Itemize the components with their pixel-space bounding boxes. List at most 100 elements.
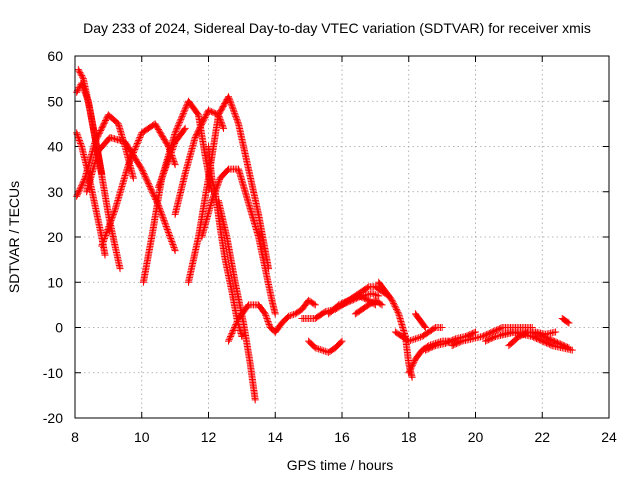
data-point-marker: [209, 108, 217, 116]
data-point-marker: [171, 247, 179, 255]
data-point-marker: [234, 118, 242, 126]
data-point-marker: [394, 308, 402, 316]
data-point-marker: [225, 337, 233, 345]
data-point-marker: [94, 132, 102, 140]
data-point-marker: [338, 301, 346, 309]
data-point-marker: [91, 138, 99, 146]
data-point-marker: [102, 230, 110, 238]
data-point-marker: [338, 337, 346, 345]
data-point-marker: [199, 118, 207, 126]
data-point-marker: [536, 331, 544, 339]
data-point-marker: [232, 114, 240, 122]
data-point-marker: [230, 325, 238, 333]
data-point-marker: [180, 126, 188, 134]
data-point-marker: [421, 324, 429, 331]
data-point-marker: [225, 336, 233, 344]
data-point-marker: [79, 179, 87, 187]
data-point-marker: [391, 302, 399, 310]
data-point-marker: [556, 340, 564, 348]
data-point-marker: [107, 216, 115, 224]
data-point-marker: [136, 132, 144, 140]
data-point-marker: [313, 344, 321, 352]
data-point-marker: [156, 179, 164, 187]
data-point-marker: [219, 123, 227, 131]
data-point-marker: [202, 111, 210, 119]
data-point-marker: [539, 332, 547, 340]
data-point-marker: [421, 346, 429, 354]
data-point-marker: [77, 141, 85, 149]
data-point-marker: [168, 147, 176, 155]
data-point-marker: [156, 180, 164, 188]
data-point-marker: [410, 335, 418, 343]
data-point-marker: [99, 122, 107, 130]
data-point-marker: [79, 84, 87, 92]
data-point-marker: [78, 182, 86, 190]
data-point-marker: [441, 339, 449, 347]
data-point-marker: [564, 343, 572, 351]
series-arc-10: [184, 93, 273, 286]
data-point-marker: [555, 339, 563, 347]
data-point-marker: [109, 210, 117, 218]
data-point-marker: [497, 324, 505, 332]
data-point-marker: [233, 115, 241, 123]
data-point-marker: [492, 326, 500, 334]
series-arc-5: [83, 133, 179, 255]
x-tick-label: 8: [71, 429, 79, 445]
data-point-marker: [263, 316, 271, 324]
data-point-marker: [541, 333, 549, 341]
data-point-marker: [108, 213, 116, 221]
data-point-marker: [205, 106, 212, 114]
data-point-marker: [342, 299, 350, 307]
data-point-marker: [200, 115, 208, 123]
data-point-marker: [177, 115, 185, 123]
data-point-marker: [76, 69, 84, 77]
data-point-marker: [310, 300, 318, 308]
data-point-marker: [170, 244, 178, 252]
data-point-marker: [311, 301, 319, 309]
x-tick-labels: 8 10 12 14 16 18 20 22 24: [71, 429, 617, 445]
data-point-marker: [455, 338, 463, 346]
data-point-marker: [405, 369, 413, 377]
data-point-marker: [225, 93, 233, 101]
data-point-marker: [375, 292, 383, 300]
data-point-marker: [559, 341, 567, 349]
data-point-marker: [148, 187, 156, 195]
data-point-marker: [347, 297, 355, 305]
data-point-marker: [193, 131, 201, 139]
data-point-marker: [265, 320, 273, 328]
data-point-marker: [421, 322, 429, 330]
data-point-marker: [225, 94, 233, 102]
data-point-marker: [233, 117, 241, 125]
data-point-marker: [73, 129, 81, 137]
data-point-marker: [231, 109, 239, 117]
data-point-marker: [206, 107, 214, 115]
data-point-marker: [167, 236, 175, 244]
data-point-marker: [495, 325, 503, 333]
data-point-marker: [166, 233, 174, 241]
data-point-marker: [564, 318, 572, 326]
data-point-marker: [80, 176, 88, 184]
data-point-marker: [159, 213, 167, 221]
data-point-marker: [128, 152, 136, 160]
data-point-marker: [98, 124, 106, 132]
data-point-marker: [169, 242, 177, 250]
data-point-marker: [349, 296, 357, 304]
data-point-marker: [451, 340, 459, 348]
data-point-marker: [196, 123, 204, 131]
data-point-marker: [101, 251, 109, 259]
data-point-marker: [413, 334, 421, 342]
y-tick-label: 30: [47, 184, 63, 200]
x-tick-label: 18: [401, 429, 417, 445]
data-point-marker: [210, 109, 218, 117]
data-point-marker: [154, 183, 162, 191]
data-point-marker: [167, 150, 175, 158]
data-point-marker: [202, 112, 210, 120]
data-point-marker: [262, 313, 270, 321]
data-point-marker: [162, 221, 170, 229]
data-point-marker: [472, 328, 479, 336]
data-point-marker: [549, 337, 557, 345]
data-point-marker: [198, 119, 206, 127]
data-point-marker: [494, 325, 502, 333]
data-point-marker: [101, 118, 109, 126]
data-point-marker: [487, 334, 495, 342]
